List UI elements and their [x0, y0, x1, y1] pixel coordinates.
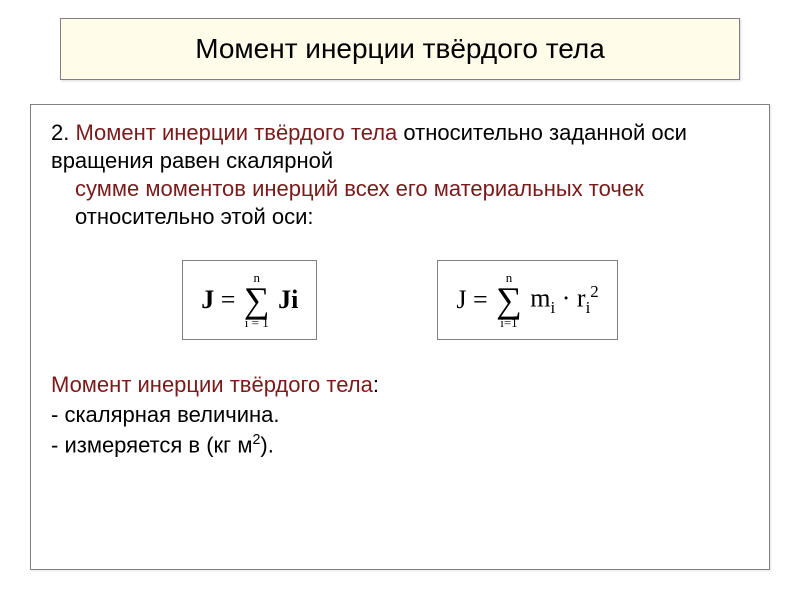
f1-lhs: J — [201, 285, 214, 314]
bullet-2b: ). — [260, 432, 273, 457]
sigma-icon: ∑ — [244, 284, 270, 316]
formula-box-1: J = n ∑ i = 1 Ji — [182, 260, 317, 340]
para-lead: 2. — [51, 120, 75, 145]
f2-sum: n ∑ i=1 — [496, 271, 522, 329]
f1-eq: = — [221, 285, 236, 315]
f2-eq: = — [473, 285, 488, 315]
para-sum-phrase: сумме моментов инерций всех его материал… — [75, 176, 644, 201]
f1-sum: n ∑ i = 1 — [244, 271, 270, 329]
f2-sq: 2 — [590, 282, 598, 301]
f2-m: m — [530, 284, 550, 313]
bullet-1: - скалярная величина. — [51, 402, 749, 428]
definition-paragraph: 2. Момент инерции твёрдого тела относите… — [51, 119, 749, 232]
para-term: Момент инерции твёрдого тела — [75, 120, 397, 145]
subheading-colon: : — [373, 372, 379, 397]
f1-sum-bot: i = 1 — [244, 316, 270, 329]
formula-2: J = n ∑ i=1 mi · ri2 — [456, 283, 598, 312]
bullet-2a: - измеряется в (кг м — [51, 432, 252, 457]
f2-dot: · — [555, 284, 577, 313]
sigma-icon: ∑ — [496, 284, 522, 316]
f1-rhs: Ji — [278, 285, 298, 314]
f2-r: r — [577, 284, 586, 313]
bullet-2: - измеряется в (кг м2). — [51, 432, 749, 458]
subheading: Момент инерции твёрдого тела: — [51, 372, 749, 398]
slide-title-box: Момент инерции твёрдого тела — [60, 18, 740, 80]
f2-lhs: J — [456, 285, 466, 315]
formula-row: J = n ∑ i = 1 Ji J = n ∑ i=1 — [51, 260, 749, 340]
slide-title: Момент инерции твёрдого тела — [195, 33, 605, 64]
content-box: 2. Момент инерции твёрдого тела относите… — [30, 104, 770, 570]
formula-1: J = n ∑ i = 1 Ji — [201, 283, 298, 312]
para-tail: относительно этой оси: — [75, 204, 313, 229]
formula-box-2: J = n ∑ i=1 mi · ri2 — [437, 260, 617, 340]
subheading-term: Момент инерции твёрдого тела — [51, 372, 373, 397]
